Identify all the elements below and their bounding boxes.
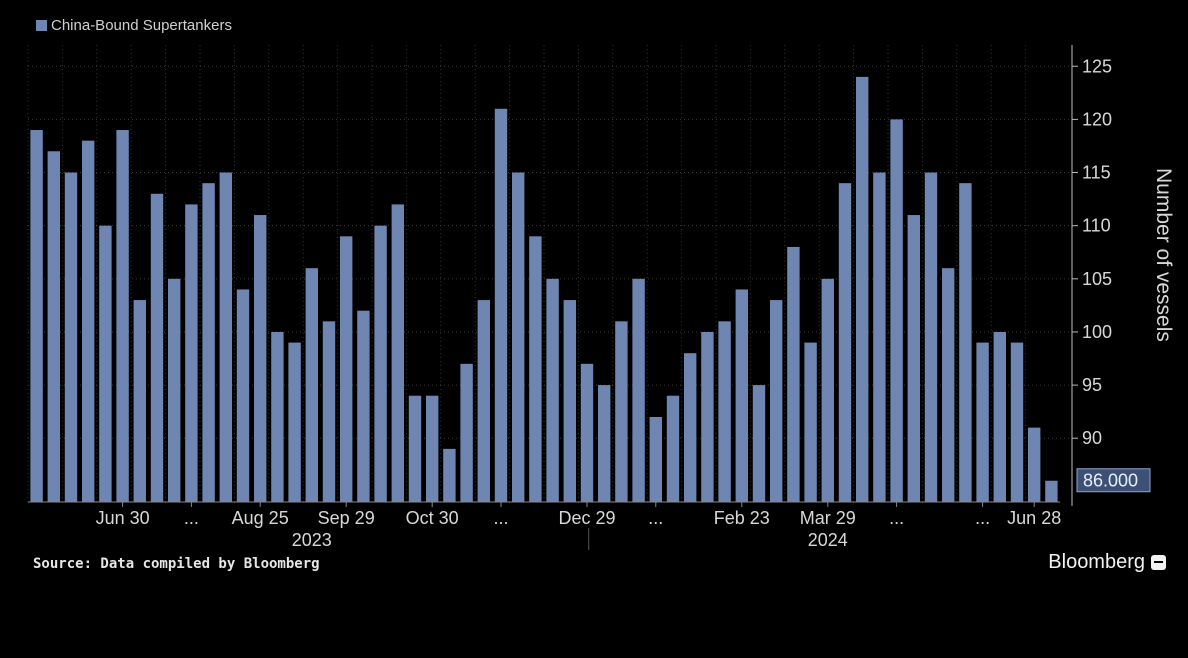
bar — [1010, 342, 1024, 502]
bar — [512, 172, 525, 502]
bar — [649, 416, 662, 502]
bar — [632, 278, 645, 502]
bar — [993, 331, 1006, 502]
bar — [907, 215, 920, 502]
last-value-label: 86.000 — [1083, 471, 1138, 491]
bar — [838, 183, 852, 503]
x-tick-label: ... — [889, 508, 904, 528]
bar — [374, 225, 387, 502]
bar — [821, 278, 834, 502]
bar — [563, 300, 576, 502]
x-tick-label: ... — [493, 508, 508, 528]
bar — [529, 236, 542, 503]
bar — [546, 278, 559, 502]
x-tick-label: Jun 28 — [1007, 508, 1061, 528]
year-label: 2023 — [292, 530, 332, 550]
bar — [460, 363, 473, 502]
bar — [82, 140, 95, 502]
bar — [959, 183, 972, 503]
bar — [787, 246, 800, 502]
last-value-box — [1076, 468, 1151, 493]
bar — [322, 321, 336, 502]
bar — [718, 321, 731, 502]
bar — [271, 331, 284, 502]
bar — [666, 395, 680, 502]
bar — [408, 395, 422, 502]
bar — [185, 204, 198, 502]
bar — [1028, 427, 1041, 502]
bar — [477, 300, 490, 502]
bar — [426, 395, 439, 502]
bar — [219, 172, 232, 502]
bar — [494, 108, 508, 502]
bar — [804, 342, 817, 502]
x-tick-label: ... — [184, 508, 199, 528]
y-tick-label: 105 — [1082, 269, 1112, 289]
bar — [701, 331, 714, 502]
bar — [236, 289, 250, 502]
y-tick-label: 120 — [1082, 109, 1112, 129]
brand-label: Bloomberg — [1048, 551, 1145, 573]
y-axis-label: Number of vessels — [1152, 168, 1175, 342]
bar — [133, 300, 146, 502]
x-tick-label: Aug 25 — [232, 508, 289, 528]
x-tick-label: ... — [975, 508, 990, 528]
y-tick-label: 125 — [1082, 56, 1112, 76]
bloomberg-logo-icon — [1151, 555, 1166, 570]
source-note: Source: Data compiled by Bloomberg — [33, 556, 320, 572]
legend-label: China-Bound Supertankers — [51, 17, 232, 34]
x-tick-label: ... — [648, 508, 663, 528]
x-tick-label: Mar 29 — [800, 508, 856, 528]
bar — [890, 119, 903, 502]
bar — [64, 172, 78, 502]
x-tick-label: Oct 30 — [406, 508, 459, 528]
bloomberg-brand: Bloomberg — [1048, 551, 1166, 574]
bar — [856, 76, 869, 502]
x-tick-label: Dec 29 — [558, 508, 615, 528]
bar — [598, 385, 611, 502]
bar — [873, 172, 886, 502]
bar — [1045, 480, 1058, 502]
bar — [924, 172, 938, 502]
bar — [150, 193, 164, 502]
x-tick-label: Jun 30 — [96, 508, 150, 528]
y-tick-label: 90 — [1082, 428, 1102, 448]
y-tick-label: 95 — [1082, 375, 1102, 395]
bar — [357, 310, 370, 502]
x-tick-label: Sep 29 — [318, 508, 375, 528]
bar — [580, 363, 594, 502]
bar — [391, 204, 404, 502]
y-tick-label: 100 — [1082, 322, 1112, 342]
bar — [47, 151, 60, 503]
bar — [202, 183, 215, 503]
y-tick-label: 115 — [1082, 163, 1111, 183]
bar — [770, 300, 783, 502]
year-label: 2024 — [808, 530, 848, 550]
bar — [305, 268, 318, 502]
x-tick-label: Feb 23 — [714, 508, 770, 528]
bar — [168, 278, 181, 502]
bar — [288, 342, 301, 502]
bar — [976, 342, 989, 502]
bar — [116, 130, 129, 502]
bar — [942, 268, 955, 502]
bar — [340, 236, 353, 503]
bar — [735, 289, 748, 502]
bar — [30, 130, 43, 502]
bar — [99, 225, 112, 502]
legend-swatch — [36, 20, 47, 31]
legend: China-Bound Supertankers — [36, 17, 232, 34]
bar — [684, 353, 697, 502]
bar — [254, 215, 267, 502]
y-tick-label: 110 — [1082, 216, 1111, 236]
bar — [615, 321, 628, 502]
bar — [752, 385, 766, 502]
bar — [443, 448, 456, 502]
